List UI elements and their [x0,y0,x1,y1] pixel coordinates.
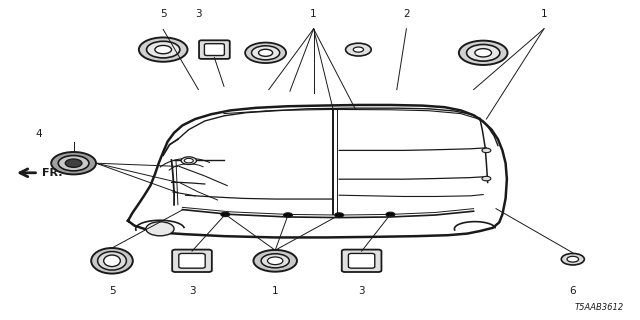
Circle shape [58,156,89,171]
Circle shape [561,253,584,265]
Circle shape [567,256,579,262]
Circle shape [386,212,395,217]
Ellipse shape [92,248,133,274]
FancyBboxPatch shape [179,253,205,268]
Text: 3: 3 [358,286,365,296]
Circle shape [335,213,344,217]
Circle shape [482,148,491,153]
Circle shape [139,37,188,62]
FancyBboxPatch shape [342,250,381,272]
Circle shape [252,46,280,60]
Text: 2: 2 [403,9,410,20]
Text: FR.: FR. [42,168,62,178]
Text: 5: 5 [160,9,166,20]
Circle shape [51,152,96,174]
Circle shape [147,41,180,58]
Circle shape [221,212,230,217]
Circle shape [259,49,273,56]
Text: 4: 4 [35,129,42,140]
Circle shape [353,47,364,52]
Text: 1: 1 [272,286,278,296]
FancyBboxPatch shape [172,250,212,272]
Text: 1: 1 [541,9,547,20]
Circle shape [181,157,196,164]
Circle shape [253,250,297,272]
Circle shape [184,158,193,163]
Ellipse shape [97,252,127,270]
FancyBboxPatch shape [204,44,225,56]
Circle shape [65,159,82,167]
Text: 3: 3 [189,286,195,296]
Text: T5AAB3612: T5AAB3612 [575,303,624,312]
Circle shape [467,44,500,61]
Circle shape [268,257,283,265]
Ellipse shape [104,255,120,267]
Circle shape [261,254,289,268]
Circle shape [155,45,172,54]
Text: 3: 3 [195,9,202,20]
Text: 1: 1 [310,9,317,20]
Circle shape [284,213,292,217]
Polygon shape [128,105,507,237]
Circle shape [482,176,491,181]
Circle shape [146,222,174,236]
Circle shape [245,43,286,63]
FancyBboxPatch shape [199,40,230,59]
FancyBboxPatch shape [348,253,375,268]
Circle shape [459,41,508,65]
Text: 5: 5 [109,286,115,296]
Circle shape [346,43,371,56]
Circle shape [475,49,492,57]
Text: 6: 6 [570,286,576,296]
